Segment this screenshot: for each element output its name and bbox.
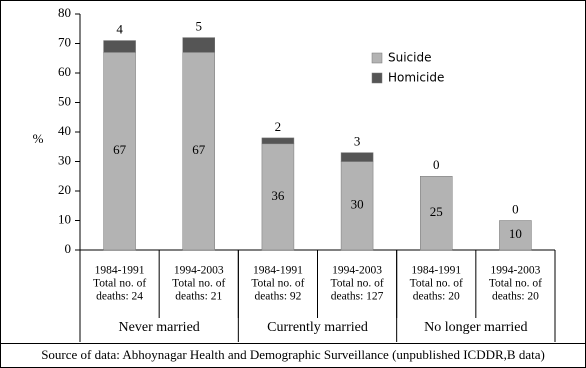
x-tick-label: Total no. of — [489, 278, 542, 290]
x-tick-label: deaths: 92 — [254, 291, 301, 303]
value-label: 67 — [192, 142, 206, 157]
x-tick-label: 1984-1991 — [95, 265, 145, 277]
x-tick-label: Total no. of — [410, 278, 463, 290]
value-label: 0 — [512, 201, 519, 216]
value-label: 0 — [433, 157, 440, 172]
x-tick-label: deaths: 21 — [175, 291, 222, 303]
bar-segment — [103, 52, 136, 251]
legend-swatch — [371, 72, 383, 84]
value-label: 36 — [271, 188, 285, 203]
bar-segment — [420, 176, 453, 251]
bar-segment — [340, 161, 374, 251]
x-tick-label: 1984-1991 — [411, 265, 461, 277]
y-tick-label: 70 — [58, 34, 71, 49]
x-tick-label: deaths: 20 — [492, 291, 539, 303]
y-axis-label: % — [33, 131, 44, 146]
x-tick-label: Total no. of — [93, 278, 146, 290]
source-note: Source of data: Abhoynagar Health and De… — [41, 347, 545, 362]
y-tick-label: 20 — [58, 182, 71, 197]
x-tick-label: deaths: 20 — [413, 291, 460, 303]
value-label: 2 — [275, 119, 282, 134]
bar-segment — [103, 40, 136, 53]
value-label: 3 — [354, 134, 361, 149]
value-label: 10 — [509, 226, 522, 241]
bar-segment — [499, 220, 532, 251]
value-label: 30 — [351, 197, 364, 212]
x-tick-label: 1994-2003 — [174, 265, 224, 277]
group-label: Never married — [119, 320, 200, 335]
legend-label: Homicide — [388, 71, 444, 85]
bar-segment — [182, 52, 215, 251]
y-tick-label: 0 — [65, 241, 72, 256]
bar-segment — [182, 37, 215, 53]
x-tick-label: Total no. of — [172, 278, 225, 290]
bar-segment — [261, 143, 295, 251]
x-tick-label: 1994-2003 — [490, 265, 540, 277]
x-tick-label: 1994-2003 — [332, 265, 382, 277]
bar-segment — [340, 152, 374, 162]
x-tick-label: 1984-1991 — [253, 265, 303, 277]
x-tick-label: Total no. of — [330, 278, 383, 290]
x-tick-label: deaths: 24 — [96, 291, 143, 303]
legend-swatch — [371, 52, 383, 64]
value-label: 4 — [116, 22, 123, 37]
value-label: 67 — [113, 142, 127, 157]
y-tick-label: 60 — [58, 64, 71, 79]
legend-label: Suicide — [388, 51, 432, 65]
y-tick-label: 40 — [58, 123, 71, 138]
bar-segment — [261, 137, 295, 145]
x-tick-label: deaths: 127 — [331, 291, 384, 303]
y-tick-label: 50 — [58, 93, 71, 108]
group-label: Currently married — [267, 320, 368, 335]
y-tick-label: 30 — [58, 152, 71, 167]
value-label: 5 — [196, 19, 203, 34]
y-tick-label: 10 — [58, 211, 71, 226]
y-tick-label: 80 — [58, 5, 71, 20]
value-label: 25 — [430, 204, 443, 219]
x-tick-label: Total no. of — [251, 278, 304, 290]
group-label: No longer married — [424, 320, 527, 335]
